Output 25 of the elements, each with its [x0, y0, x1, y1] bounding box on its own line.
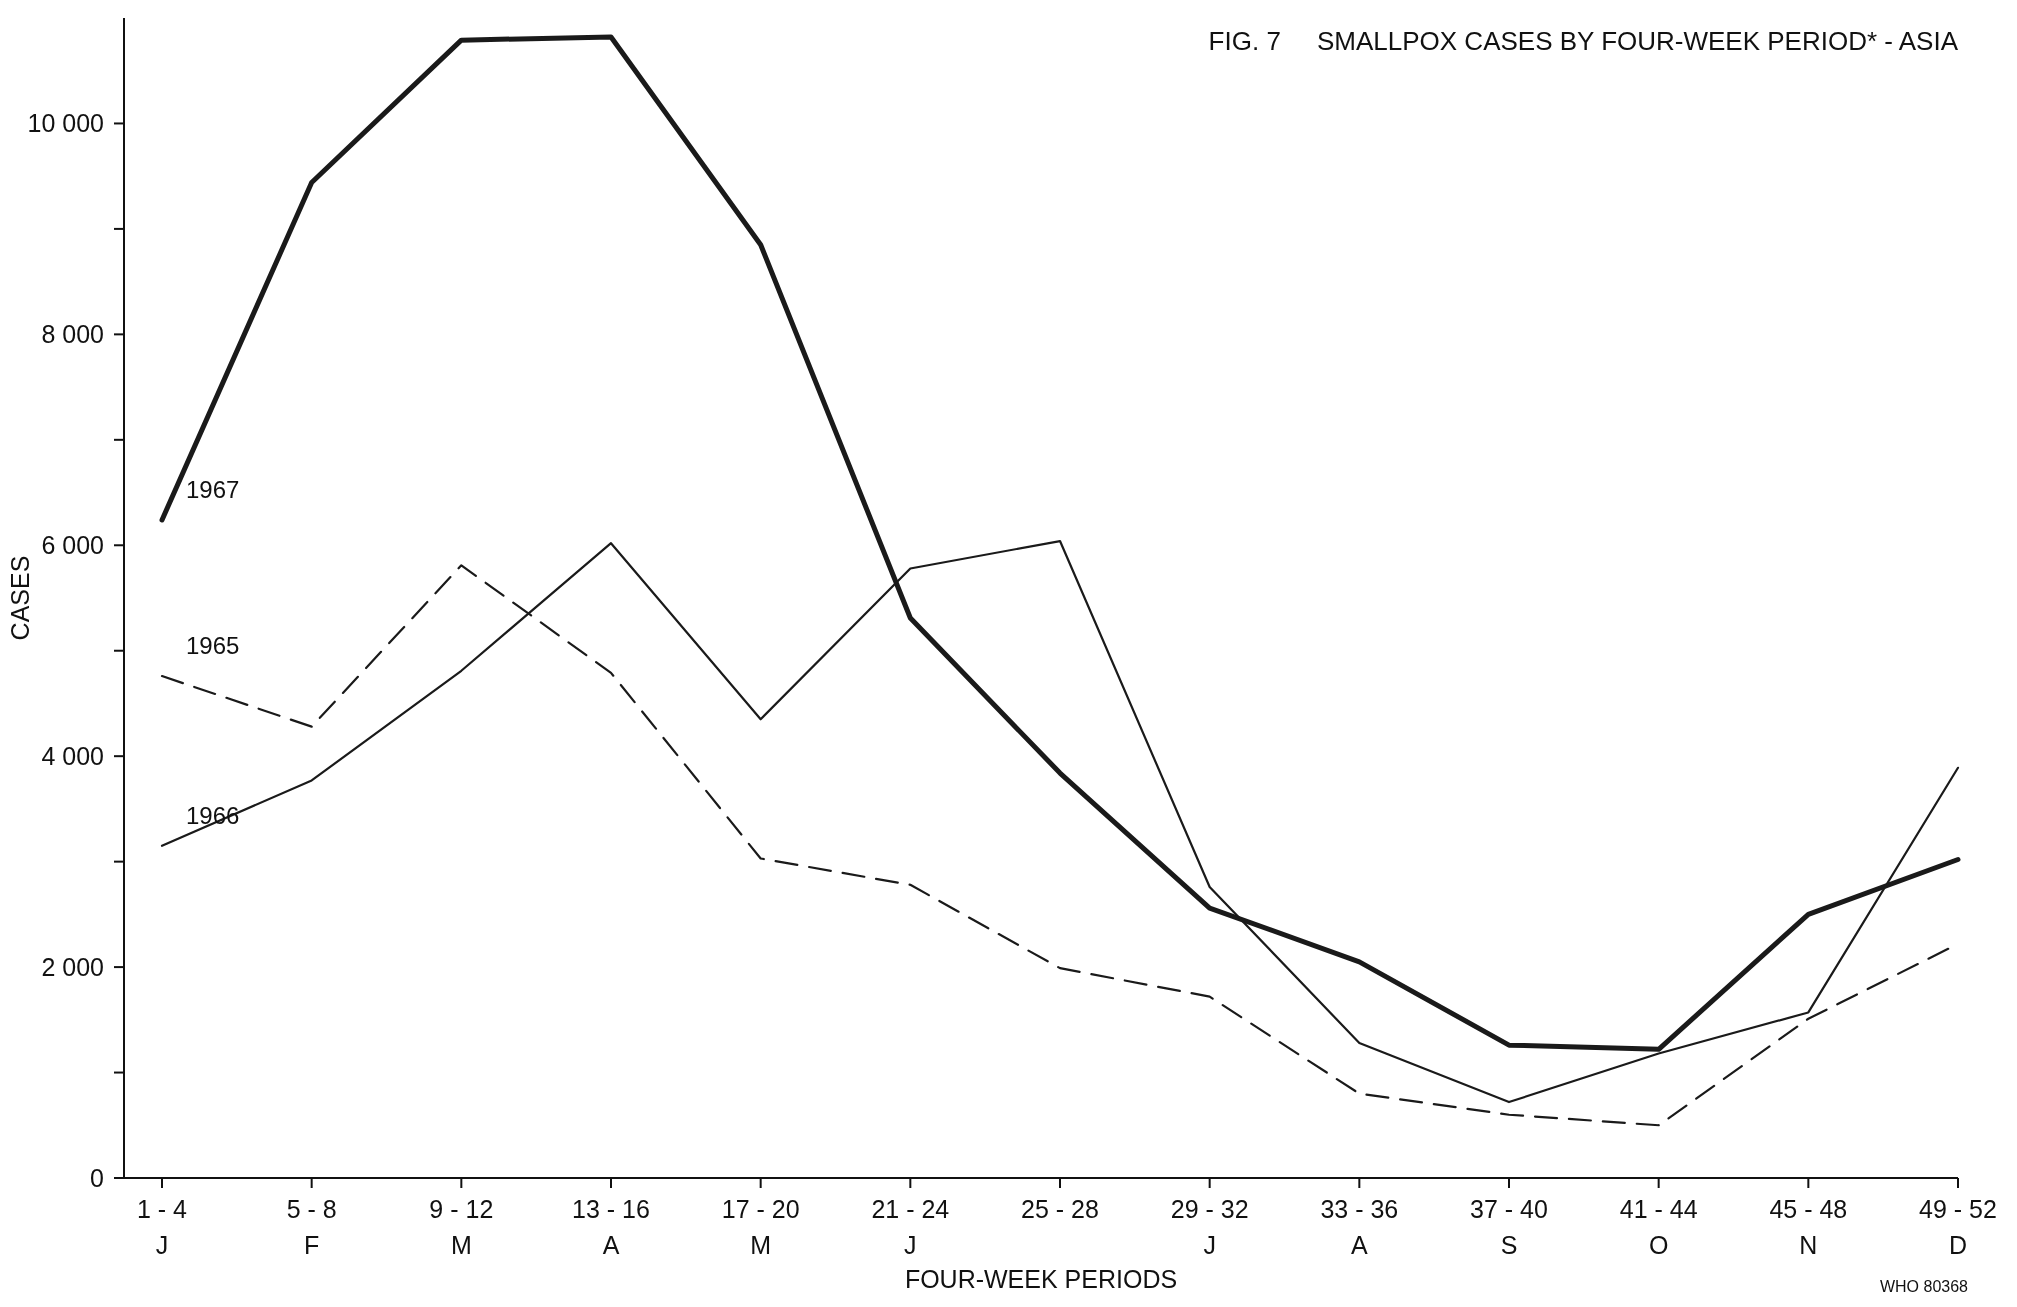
x-tick-label: 29 - 32 J — [1170, 1195, 1249, 1259]
x-tick-label: 21 - 24 J — [871, 1195, 950, 1259]
x-tick-label: 45 - 48 N — [1769, 1195, 1848, 1259]
x-tick-label: 41 - 44 O — [1619, 1195, 1698, 1259]
x-tick-label: 33 - 36 A — [1320, 1195, 1399, 1259]
series-label: 1967 — [186, 475, 240, 503]
x-tick-label: 13 - 16 A — [572, 1195, 650, 1259]
chart-title: FIG. 7 SMALLPOX CASES BY FOUR-WEEK PERIOD* - ASIA — [1208, 26, 1959, 56]
x-tick-label: 5 - 8 F — [286, 1195, 337, 1259]
y-tick-label: 4 000 — [41, 741, 104, 770]
y-axis-title: CASES — [6, 555, 34, 641]
x-tick-label: 25 - 28 — [1021, 1195, 1099, 1223]
y-tick-label: 10 000 — [27, 109, 104, 138]
x-tick-label: 49 - 52 D — [1919, 1195, 1997, 1259]
x-tick-label: 1 - 4 J — [136, 1195, 188, 1259]
x-axis-title: FOUR-WEEK PERIODS — [904, 1265, 1178, 1293]
x-tick-label: 37 - 40 S — [1470, 1195, 1548, 1259]
x-tick-label: 9 - 12 M — [429, 1195, 494, 1259]
y-tick-label: 0 — [90, 1163, 104, 1192]
y-tick-label: 6 000 — [41, 531, 104, 560]
x-tick-label: 17 - 20 M — [721, 1195, 800, 1259]
y-tick-label: 2 000 — [41, 952, 104, 981]
y-tick-label: 8 000 — [41, 320, 104, 349]
text: WHO 80368 — [1879, 1278, 1969, 1295]
series-label: 1965 — [186, 632, 240, 660]
